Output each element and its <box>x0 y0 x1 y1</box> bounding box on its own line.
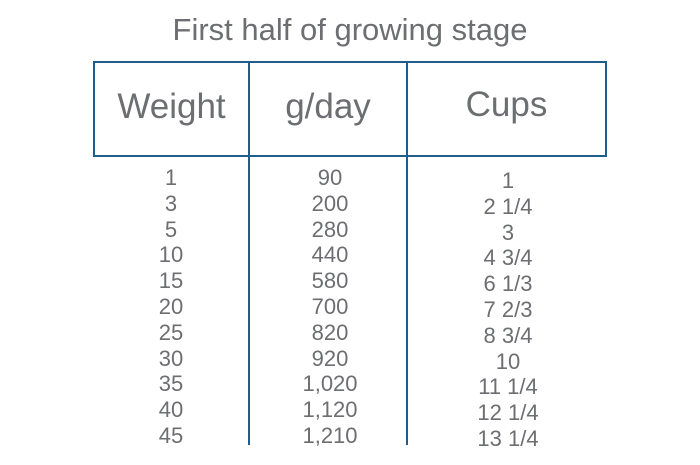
cups-cell: 4 3/4 <box>483 245 533 271</box>
cups-cell: 1 <box>501 168 515 193</box>
grams-per-day-cell: 820 <box>311 319 349 345</box>
grams-per-day-cell: 1,210 <box>302 422 358 448</box>
weight-cell: 3 <box>164 190 178 216</box>
column-header-cups: Cups <box>465 85 548 124</box>
table-title: First half of growing stage <box>172 12 528 47</box>
grams-per-day-cell: 280 <box>311 216 349 242</box>
cups-cell: 13 1/4 <box>477 425 539 451</box>
grams-per-day-cell: 200 <box>311 190 349 216</box>
header-bottom-border <box>93 155 607 157</box>
weight-cell: 25 <box>158 319 184 345</box>
weight-cell: 30 <box>158 345 184 371</box>
weight-cell: 1 <box>164 165 178 190</box>
feeding-table: Weight g/day Cups 1 3 5 10 15 20 25 30 3… <box>93 61 607 451</box>
cups-cell: 6 1/3 <box>483 271 533 297</box>
cups-cell: 2 1/4 <box>483 193 533 219</box>
cups-cell: 11 1/4 <box>478 374 538 400</box>
cups-column: 1 2 1/4 3 4 3/4 6 1/3 7 2/3 8 3/4 10 11 … <box>465 168 551 452</box>
column-divider-1 <box>248 61 250 445</box>
grams-per-day-cell: 440 <box>311 242 349 268</box>
weight-cell: 35 <box>158 371 184 397</box>
cups-cell: 8 3/4 <box>483 322 533 348</box>
header-left-border <box>93 61 95 157</box>
grams-per-day-cell: 90 <box>317 165 343 190</box>
weight-cell: 20 <box>158 293 184 319</box>
grams-per-day-cell: 580 <box>311 268 349 294</box>
grams-per-day-cell: 920 <box>311 345 349 371</box>
column-divider-2 <box>406 61 408 445</box>
weight-cell: 15 <box>158 268 184 294</box>
cups-cell: 12 1/4 <box>477 400 539 426</box>
weight-cell: 5 <box>164 216 178 242</box>
weight-cell: 40 <box>158 397 184 423</box>
grams-per-day-column: 90 200 280 440 580 700 820 920 1,020 1,1… <box>287 165 373 449</box>
weight-column: 1 3 5 10 15 20 25 30 35 40 45 <box>133 165 209 449</box>
grams-per-day-cell: 1,120 <box>302 397 358 423</box>
cups-cell: 3 <box>501 219 515 245</box>
grams-per-day-cell: 700 <box>311 293 349 319</box>
weight-cell: 45 <box>158 422 184 448</box>
table-top-border <box>93 61 607 63</box>
grams-per-day-cell: 1,020 <box>302 371 358 397</box>
header-right-border <box>605 61 607 157</box>
cups-cell: 7 2/3 <box>483 296 533 322</box>
weight-cell: 10 <box>158 242 184 268</box>
cups-cell: 10 <box>495 348 521 374</box>
column-header-weight: Weight <box>117 87 226 126</box>
column-header-grams-per-day: g/day <box>285 87 371 126</box>
